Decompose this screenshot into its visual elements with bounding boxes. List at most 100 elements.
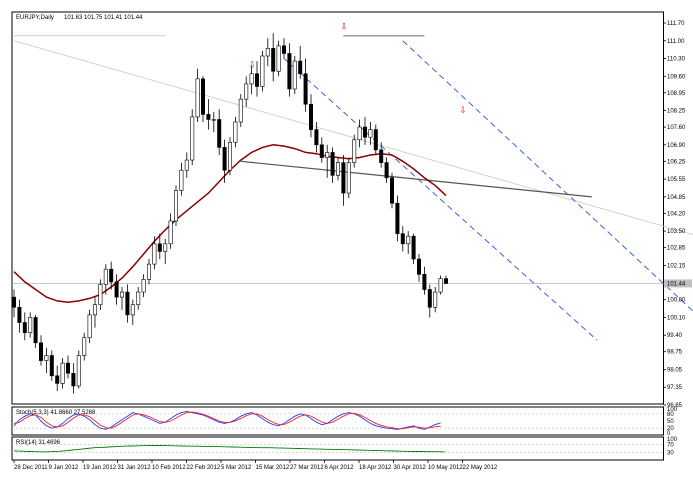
candle-body <box>384 162 389 179</box>
candle-body <box>163 243 168 252</box>
candle-body <box>49 355 54 377</box>
time-tick-label: 27 Mar 2012 <box>290 465 324 471</box>
candle-body <box>406 235 411 245</box>
candle-body <box>93 304 98 316</box>
price-tick-label: 96.65 <box>667 403 683 409</box>
candle-body <box>33 317 38 344</box>
candle-body <box>38 342 43 361</box>
candle-body <box>211 119 216 121</box>
candle-body <box>319 144 324 158</box>
rsi-tick-label: 70 <box>667 443 674 449</box>
rsi-tick-label: 30 <box>667 450 674 456</box>
time-tick-label: 22 May 2012 <box>463 465 498 471</box>
candle-body <box>249 73 254 85</box>
last-price-label: 101.44 <box>667 281 686 287</box>
candle-body <box>233 121 238 143</box>
candle-body <box>71 372 76 387</box>
candle-body <box>28 317 33 333</box>
price-tick-label: 98.05 <box>667 367 683 373</box>
candle-body <box>292 60 297 90</box>
rsi-tick-label: 100 <box>667 437 678 443</box>
stoch-tick-label: 0 <box>667 431 671 437</box>
price-tick-label: 111.00 <box>667 39 685 45</box>
candle-body <box>298 60 303 75</box>
candle-body <box>416 258 421 275</box>
candle-body <box>206 114 211 120</box>
candle-body <box>174 190 179 222</box>
candle-body <box>373 129 378 151</box>
candle-body <box>190 116 195 161</box>
time-tick-label: 18 Apr 2012 <box>359 465 392 471</box>
time-tick-label: 9 Jan 2012 <box>49 465 79 471</box>
candle-body <box>395 202 400 234</box>
price-axis: 111.70 111.00 110.30 109.60 108.95 108.25 107.… <box>663 21 692 409</box>
neckline <box>240 160 592 198</box>
candle-body <box>17 306 22 323</box>
candle-body <box>60 362 65 384</box>
price-tick-label: 102.85 <box>667 246 686 252</box>
price-tick-label: 99.40 <box>667 333 683 339</box>
fractal-arrow: ⇩ <box>249 59 257 69</box>
candle-body <box>260 55 265 87</box>
channel-lower-line <box>283 58 598 341</box>
candle-body <box>303 73 308 105</box>
candle-body <box>217 119 222 148</box>
price-tick-label: 100.10 <box>667 315 686 321</box>
candle-body <box>147 263 152 280</box>
stoch-tick-label: 20 <box>667 426 674 432</box>
candle-body <box>422 273 427 290</box>
candle-body <box>400 233 405 245</box>
candle-body <box>276 45 281 72</box>
channel-upper-line <box>402 40 693 312</box>
candle-body <box>325 152 330 158</box>
candle-body <box>244 83 249 100</box>
candle-body <box>346 162 351 194</box>
candle-body <box>222 147 227 171</box>
candle-body <box>179 169 184 191</box>
price-tick-label: 103.50 <box>667 229 686 235</box>
candle-body <box>228 141 233 171</box>
candle-body <box>125 291 130 316</box>
candle-body <box>330 152 335 176</box>
candle-body <box>411 235 416 260</box>
candle-body <box>195 78 200 118</box>
time-tick-label: 30 Apr 2012 <box>394 465 427 471</box>
stoch-pane <box>11 406 664 436</box>
last-price-box <box>664 279 692 288</box>
candle-body <box>82 337 87 356</box>
price-tick-label: 104.20 <box>667 211 686 217</box>
time-axis: 28 Dec 2011 9 Jan 2012 19 Jan 2012 31 Jan 2… <box>13 460 498 471</box>
time-tick-label: 28 Dec 2011 <box>14 465 48 471</box>
stoch-tick-label: 100 <box>667 407 678 413</box>
candle-body <box>76 355 81 387</box>
price-tick-label: 108.95 <box>667 91 686 97</box>
price-tick-label: 108.25 <box>667 109 686 115</box>
candle-body <box>168 220 173 245</box>
candle-body <box>265 48 270 57</box>
price-tick-label: 111.70 <box>667 21 685 27</box>
time-tick-label: 31 Jan 2012 <box>118 465 152 471</box>
time-tick-label: 5 Mar 2012 <box>221 465 252 471</box>
price-tick-label: 100.80 <box>667 298 686 304</box>
candle-body <box>368 129 373 138</box>
candle-body <box>238 98 243 123</box>
candle-body <box>22 322 27 333</box>
candle-body <box>130 304 135 316</box>
candle-body <box>109 268 114 283</box>
candle-body <box>184 159 189 171</box>
candle-body <box>255 73 260 87</box>
candle-body <box>87 314 92 339</box>
stoch-label: Stoch(5,3,3) 41.8660 27.5268 <box>16 410 96 416</box>
rsi-pane <box>11 436 664 461</box>
candle-body <box>55 375 60 384</box>
price-tick-label: 107.60 <box>667 125 686 131</box>
candle-body <box>98 284 103 306</box>
candle-body <box>379 149 384 163</box>
time-tick-label: 10 May 2012 <box>428 465 463 471</box>
candle-body <box>389 177 394 204</box>
candle-body <box>201 78 206 115</box>
price-tick-label: 106.90 <box>667 143 686 149</box>
time-tick-label: 10 Feb 2012 <box>152 465 186 471</box>
